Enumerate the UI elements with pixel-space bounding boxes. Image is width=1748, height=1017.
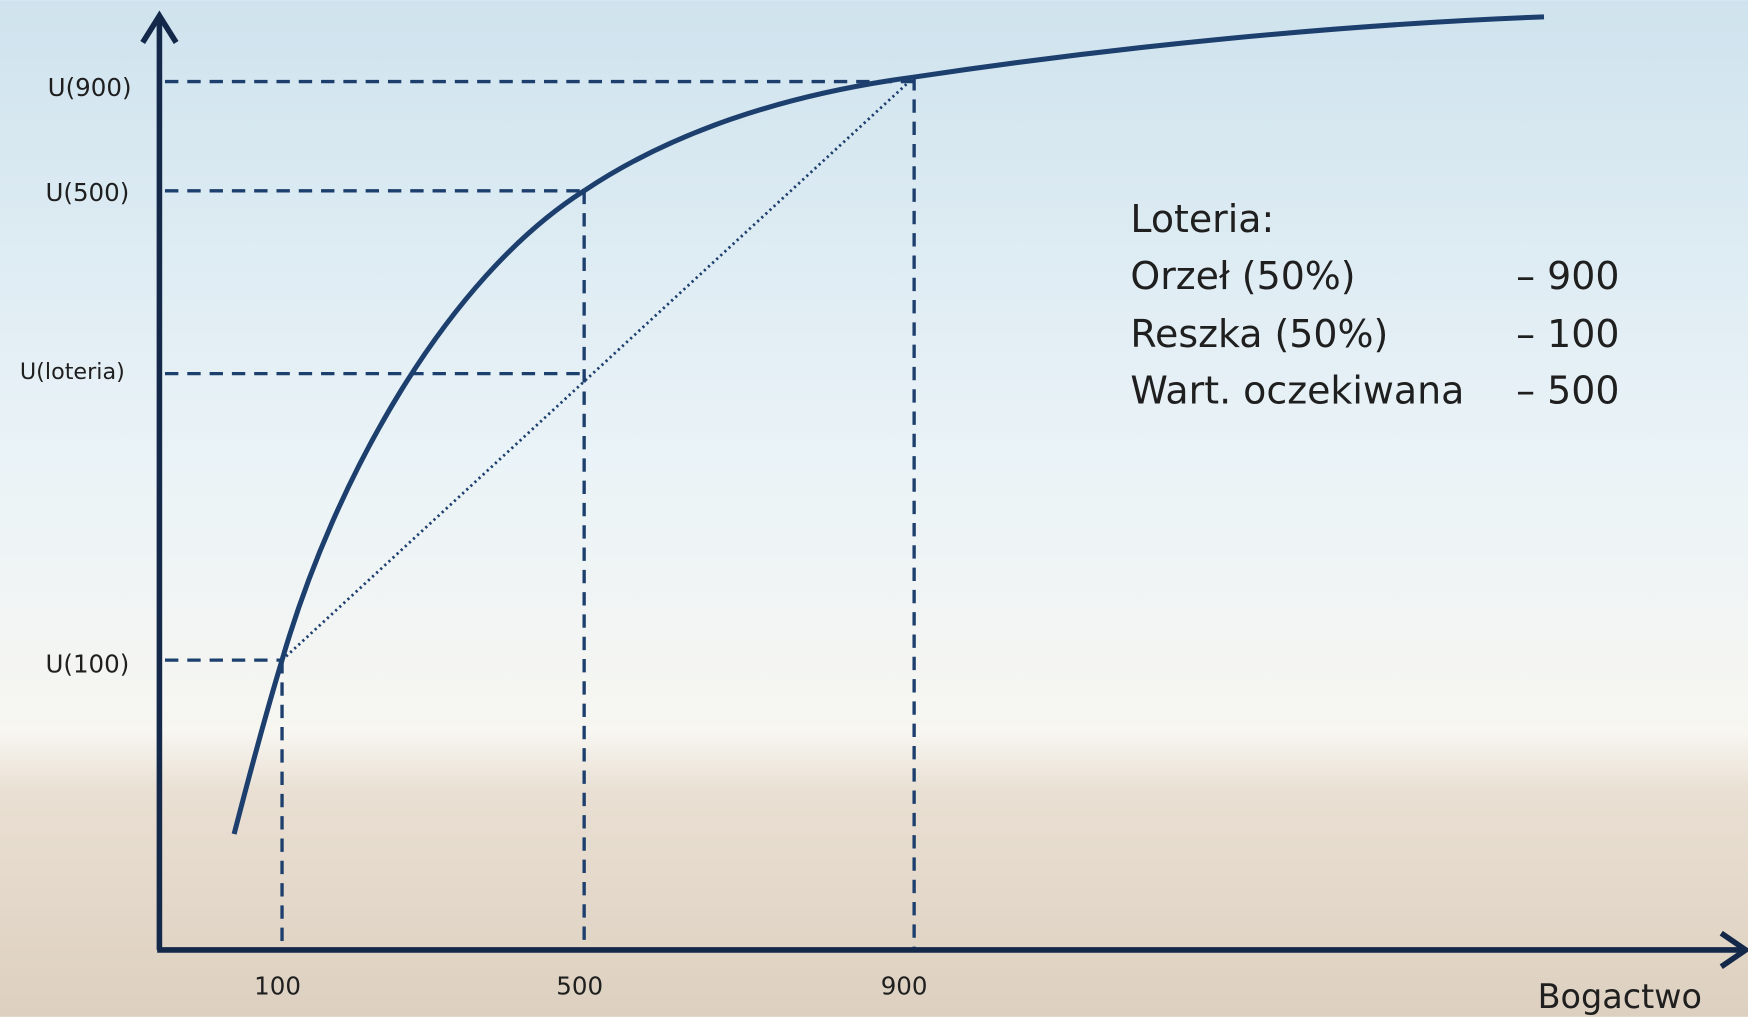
x-axis-title: Bogactwo	[1538, 977, 1702, 1016]
y-label: U(100)	[45, 649, 129, 678]
x-label: 900	[881, 972, 928, 1001]
y-axis-arrow	[140, 10, 179, 44]
chord-line	[281, 76, 916, 662]
y-label: U(500)	[45, 178, 129, 207]
legend: Loteria: Orzeł (50%) – 900 Reszka (50%) …	[1130, 197, 1619, 413]
x-label: 100	[254, 972, 301, 1001]
legend-label: Orzeł (50%)	[1130, 254, 1355, 298]
legend-value: – 100	[1516, 312, 1619, 356]
axes	[140, 10, 1748, 969]
y-label: U(loteria)	[20, 359, 125, 385]
legend-title: Loteria:	[1130, 197, 1274, 241]
legend-value: – 500	[1516, 369, 1619, 413]
y-label: U(900)	[48, 73, 132, 102]
utility-curve	[231, 14, 1545, 835]
x-label: 500	[556, 972, 603, 1001]
legend-label: Reszka (50%)	[1130, 312, 1388, 356]
guides	[164, 76, 916, 950]
legend-value: – 900	[1516, 254, 1619, 298]
legend-label: Wart. oczekiwana	[1130, 369, 1464, 413]
x-axis-arrow	[1719, 930, 1748, 969]
